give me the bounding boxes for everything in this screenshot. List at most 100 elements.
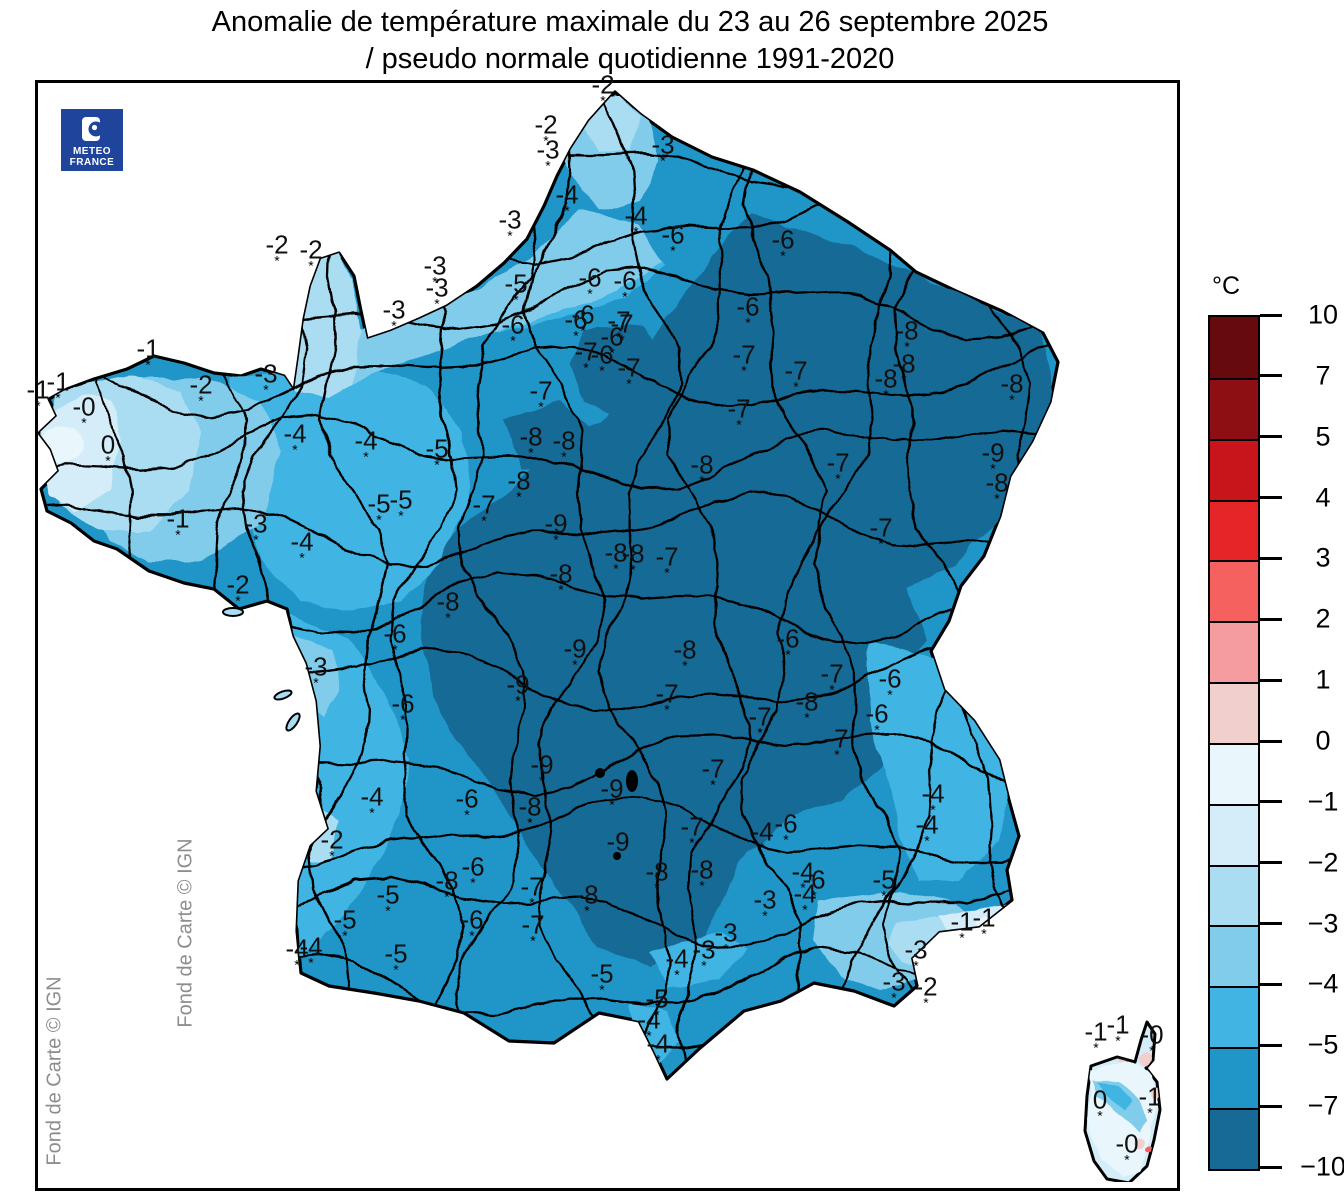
anomaly-label: -5 * bbox=[367, 488, 391, 528]
station-marker: * bbox=[145, 356, 151, 373]
station-marker: * bbox=[308, 257, 314, 274]
anomaly-label: -8 * bbox=[645, 856, 669, 896]
station-marker: * bbox=[883, 386, 889, 403]
anomaly-label: -8 * bbox=[690, 449, 714, 489]
station-marker: * bbox=[445, 609, 451, 626]
station-marker: * bbox=[699, 472, 705, 489]
anomaly-label: -9 * bbox=[600, 773, 624, 813]
station-marker: * bbox=[793, 378, 799, 395]
anomaly-label: -6 * bbox=[455, 783, 479, 823]
station-marker: * bbox=[434, 456, 440, 473]
station-marker: * bbox=[385, 902, 391, 919]
station-marker: * bbox=[308, 954, 314, 971]
station-marker: * bbox=[274, 252, 280, 269]
anomaly-label: -7 * bbox=[869, 512, 893, 552]
anomaly-label: -2 * bbox=[189, 369, 213, 409]
anomaly-label: -6 * bbox=[771, 224, 795, 264]
anomaly-label: -6 * bbox=[878, 663, 902, 703]
anomaly-label: -8 * bbox=[1000, 368, 1024, 408]
anomaly-label: -5 * bbox=[376, 879, 400, 919]
anomaly-label: -6 * bbox=[571, 299, 595, 339]
station-marker: * bbox=[682, 657, 688, 674]
anomaly-label: -5 * bbox=[590, 958, 614, 998]
colorbar-tick-label: −3 bbox=[1307, 908, 1339, 939]
station-marker: * bbox=[655, 1051, 661, 1068]
anomaly-label: -2 * bbox=[591, 69, 615, 109]
anomaly-label: -7 * bbox=[607, 305, 631, 345]
region-dark-west-paris bbox=[505, 400, 590, 470]
colorbar-tick bbox=[1260, 313, 1282, 317]
island-re bbox=[273, 689, 293, 701]
meteo-france-logo: METEO FRANCE bbox=[61, 109, 123, 171]
colorbar-tick-label: −5 bbox=[1307, 1029, 1339, 1060]
station-marker: * bbox=[507, 227, 513, 244]
anomaly-label: -4 * bbox=[791, 856, 815, 896]
station-marker: * bbox=[626, 375, 632, 392]
station-marker: * bbox=[723, 940, 729, 957]
colorbar-tick bbox=[1260, 496, 1282, 500]
station-marker: * bbox=[710, 776, 716, 793]
station-marker: * bbox=[584, 902, 590, 919]
station-marker: * bbox=[393, 961, 399, 978]
colorbar-segment bbox=[1210, 317, 1258, 378]
station-marker: * bbox=[55, 389, 61, 406]
station-marker: * bbox=[543, 132, 549, 149]
station-marker: * bbox=[829, 681, 835, 698]
colorbar-tick bbox=[1260, 1165, 1282, 1169]
station-marker: * bbox=[878, 535, 884, 552]
anomaly-label: -9 * bbox=[530, 749, 554, 789]
anomaly-label: -7 * bbox=[617, 352, 641, 392]
station-marker: * bbox=[994, 490, 1000, 507]
anomaly-label: -5 * bbox=[425, 433, 449, 473]
colorbar-tick bbox=[1260, 922, 1282, 926]
station-marker: * bbox=[294, 956, 300, 973]
anomaly-label: -3 * bbox=[304, 651, 328, 691]
station-marker: * bbox=[564, 202, 570, 219]
station-marker: * bbox=[599, 981, 605, 998]
anomaly-label: -3 * bbox=[498, 204, 522, 244]
station-marker: * bbox=[1093, 1039, 1099, 1056]
station-marker: * bbox=[783, 831, 789, 848]
anomaly-label: -1 * bbox=[950, 906, 974, 946]
anomaly-label: -7 * bbox=[732, 339, 756, 379]
station-marker: * bbox=[515, 692, 521, 709]
anomaly-label: -7 * bbox=[529, 375, 553, 415]
station-marker: * bbox=[1097, 1107, 1103, 1124]
anomaly-label: -7 * bbox=[825, 723, 849, 763]
corsica-pink-4 bbox=[1136, 1137, 1146, 1147]
anomaly-label: 0 * bbox=[100, 429, 116, 469]
colorbar-tick-label: −10 bbox=[1300, 1151, 1344, 1182]
station-marker: * bbox=[622, 288, 628, 305]
anomaly-label: -8 * bbox=[795, 686, 819, 726]
station-marker: * bbox=[923, 994, 929, 1011]
anomaly-labels-layer: -2 * -2 * -3 * -3 * -4 * -4 * -3 * -2 * -2 * -3 * -3 * -3 * -5 * -… bbox=[26, 72, 1177, 1188]
anomaly-label: -3 * bbox=[254, 358, 278, 398]
anomaly-label: -5 * bbox=[389, 484, 413, 524]
station-marker: * bbox=[530, 932, 536, 949]
station-marker: * bbox=[887, 686, 893, 703]
anomaly-label: -1 * bbox=[136, 333, 160, 373]
station-marker: * bbox=[35, 397, 41, 414]
station-marker: * bbox=[539, 772, 545, 789]
station-marker: * bbox=[762, 907, 768, 924]
colorbar-segment bbox=[1210, 621, 1258, 683]
station-marker: * bbox=[891, 989, 897, 1006]
anomaly-label: -8 * bbox=[575, 879, 599, 919]
station-marker: * bbox=[572, 656, 578, 673]
colorbar-segment bbox=[1210, 438, 1258, 500]
anomaly-label: -8 * bbox=[985, 467, 1009, 507]
colorbar-tick-label: −2 bbox=[1307, 847, 1339, 878]
station-marker: * bbox=[253, 531, 259, 548]
colorbar-segment bbox=[1210, 682, 1258, 743]
colorbar-tick-label: 5 bbox=[1315, 421, 1331, 452]
anomaly-label: -9 * bbox=[544, 508, 568, 548]
colorbar-tick bbox=[1260, 739, 1282, 743]
station-marker: * bbox=[510, 332, 516, 349]
colorbar-tick-label: 4 bbox=[1315, 482, 1331, 513]
station-marker: * bbox=[529, 894, 535, 911]
anomaly-label: -3 * bbox=[425, 272, 449, 312]
colorbar-segment bbox=[1210, 925, 1258, 987]
station-marker: * bbox=[664, 564, 670, 581]
colorbar-tick-label: 7 bbox=[1315, 360, 1331, 391]
colorbar-tick-label: −4 bbox=[1307, 968, 1339, 999]
